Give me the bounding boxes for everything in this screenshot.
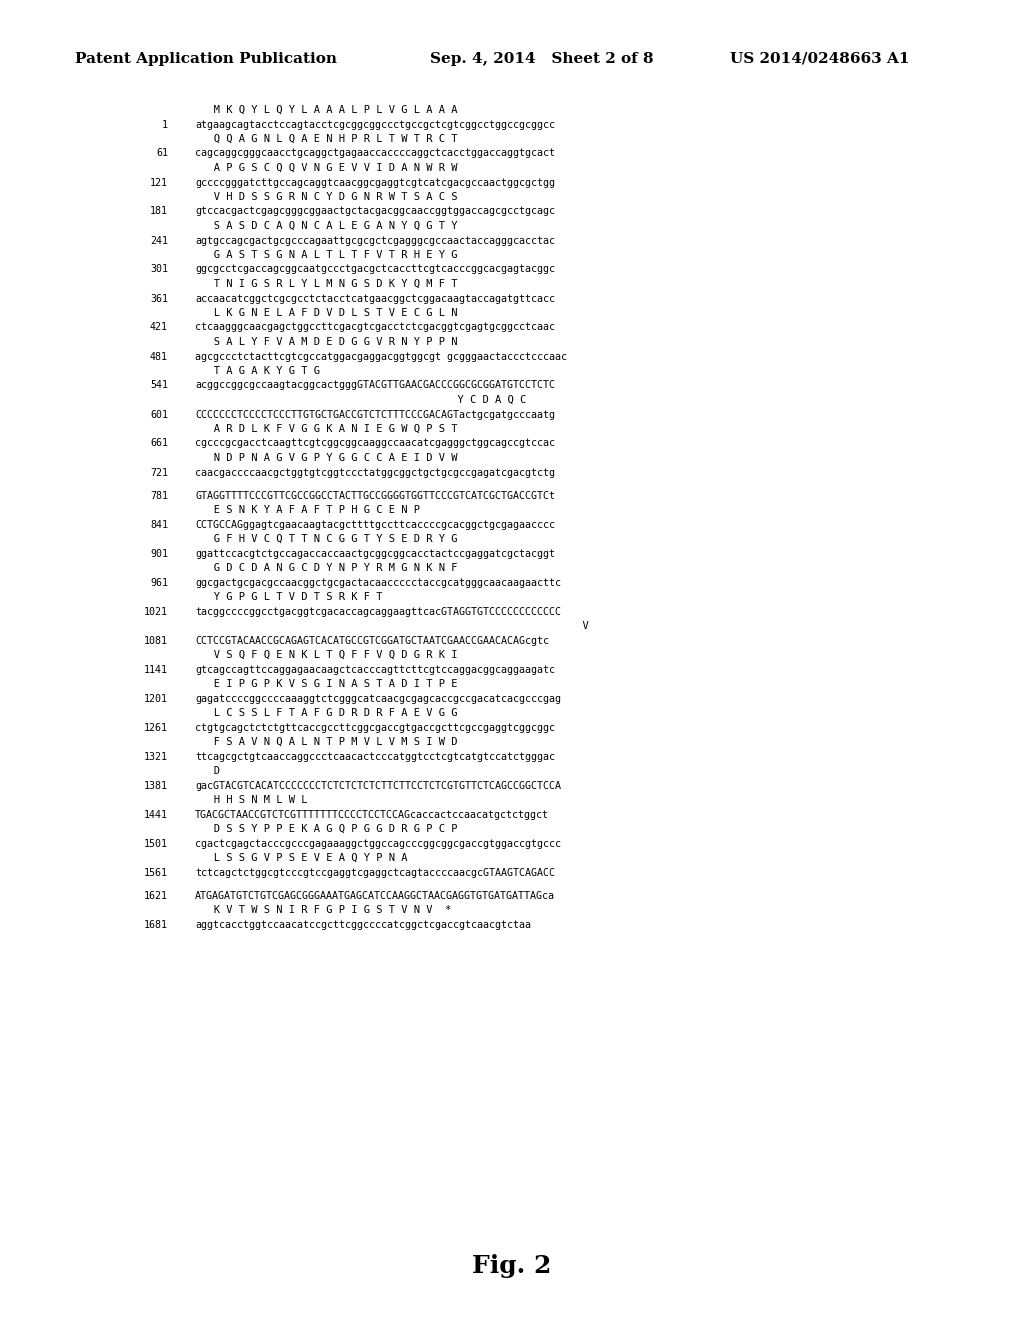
Text: gccccgggatcttgccagcaggtcaacggcgaggtcgtcatcgacgccaactggcgctgg: gccccgggatcttgccagcaggtcaacggcgaggtcgtca… [195, 177, 555, 187]
Text: gtccacgactcgagcgggcggaactgctacgacggcaaccggtggaccagcgcctgcagc: gtccacgactcgagcgggcggaactgctacgacggcaacc… [195, 206, 555, 216]
Text: S A L Y F V A M D E D G G V R N Y P P N: S A L Y F V A M D E D G G V R N Y P P N [195, 337, 458, 347]
Text: G D C D A N G C D Y N P Y R M G N K N F: G D C D A N G C D Y N P Y R M G N K N F [195, 564, 458, 573]
Text: K V T W S N I R F G P I G S T V N V  *: K V T W S N I R F G P I G S T V N V * [195, 906, 452, 915]
Text: tctcagctctggcgtcccgtccgaggtcgaggctcagtaccccaacgcGTAAGTCAGACC: tctcagctctggcgtcccgtccgaggtcgaggctcagtac… [195, 867, 555, 878]
Text: 1261: 1261 [144, 723, 168, 733]
Text: acggccggcgccaagtacggcactgggGTACGTTGAACGACCCGGCGCGGATGTCCTCTC: acggccggcgccaagtacggcactgggGTACGTTGAACGA… [195, 380, 555, 391]
Text: 1081: 1081 [144, 636, 168, 645]
Text: ttcagcgctgtcaaccaggccctcaacactcccatggtcctcgtcatgtccatctgggac: ttcagcgctgtcaaccaggccctcaacactcccatggtcc… [195, 751, 555, 762]
Text: cgactcgagctacccgcccgagaaaggctggccagcccggcggcgaccgtggaccgtgccc: cgactcgagctacccgcccgagaaaggctggccagcccgg… [195, 838, 561, 849]
Text: ctgtgcagctctctgttcaccgccttcggcgaccgtgaccgcttcgccgaggtcggcggc: ctgtgcagctctctgttcaccgccttcggcgaccgtgacc… [195, 723, 555, 733]
Text: V S Q F Q E N K L T Q F F V Q D G R K I: V S Q F Q E N K L T Q F F V Q D G R K I [195, 651, 458, 660]
Text: 1501: 1501 [144, 838, 168, 849]
Text: S A S D C A Q N C A L E G A N Y Q G T Y: S A S D C A Q N C A L E G A N Y Q G T Y [195, 220, 458, 231]
Text: Sep. 4, 2014   Sheet 2 of 8: Sep. 4, 2014 Sheet 2 of 8 [430, 51, 653, 66]
Text: aggtcacctggtccaacatccgcttcggccccatcggctcgaccgtcaacgtctaa: aggtcacctggtccaacatccgcttcggccccatcggctc… [195, 920, 531, 929]
Text: V: V [195, 622, 589, 631]
Text: 841: 841 [150, 520, 168, 529]
Text: gagatccccggccccaaaggtctcgggcatcaacgcgagcaccgccgacatcacgcccgag: gagatccccggccccaaaggtctcgggcatcaacgcgagc… [195, 694, 561, 704]
Text: 541: 541 [150, 380, 168, 391]
Text: 1021: 1021 [144, 607, 168, 616]
Text: ggattccacgtctgccagaccaccaactgcggcggcacctactccgaggatcgctacggt: ggattccacgtctgccagaccaccaactgcggcggcacct… [195, 549, 555, 558]
Text: US 2014/0248663 A1: US 2014/0248663 A1 [730, 51, 909, 66]
Text: 1141: 1141 [144, 665, 168, 675]
Text: 1441: 1441 [144, 809, 168, 820]
Text: 481: 481 [150, 351, 168, 362]
Text: L K G N E L A F D V D L S T V E C G L N: L K G N E L A F D V D L S T V E C G L N [195, 308, 458, 318]
Text: atgaagcagtacctccagtacctcgcggcggccctgccgctcgtcggcctggccgcggcc: atgaagcagtacctccagtacctcgcggcggccctgccgc… [195, 120, 555, 129]
Text: E S N K Y A F A F T P H G C E N P: E S N K Y A F A F T P H G C E N P [195, 506, 420, 515]
Text: agcgccctctacttcgtcgccatggacgaggacggtggcgt gcgggaactaccctcccaac: agcgccctctacttcgtcgccatggacgaggacggtggcg… [195, 351, 567, 362]
Text: E I P G P K V S G I N A S T A D I T P E: E I P G P K V S G I N A S T A D I T P E [195, 680, 458, 689]
Text: 301: 301 [150, 264, 168, 275]
Text: 661: 661 [150, 438, 168, 449]
Text: ggcgactgcgacgccaacggctgcgactacaaccccctaccgcatgggcaacaagaacttc: ggcgactgcgacgccaacggctgcgactacaaccccctac… [195, 578, 561, 587]
Text: D: D [195, 766, 220, 776]
Text: cgcccgcgacctcaagttcgtcggcggcaaggccaacatcgagggctggcagccgtccac: cgcccgcgacctcaagttcgtcggcggcaaggccaacatc… [195, 438, 555, 449]
Text: Y C D A Q C: Y C D A Q C [195, 395, 526, 405]
Text: G A S T S G N A L T L T F V T R H E Y G: G A S T S G N A L T L T F V T R H E Y G [195, 249, 458, 260]
Text: 901: 901 [150, 549, 168, 558]
Text: 601: 601 [150, 409, 168, 420]
Text: L S S G V P S E V E A Q Y P N A: L S S G V P S E V E A Q Y P N A [195, 853, 408, 863]
Text: CCTGCCAGggagtcgaacaagtacgcttttgccttcaccccgcacggctgcgagaacccc: CCTGCCAGggagtcgaacaagtacgcttttgccttcaccc… [195, 520, 555, 529]
Text: 121: 121 [150, 177, 168, 187]
Text: 1201: 1201 [144, 694, 168, 704]
Text: H H S N M L W L: H H S N M L W L [195, 795, 307, 805]
Text: 781: 781 [150, 491, 168, 500]
Text: 721: 721 [150, 467, 168, 478]
Text: N D P N A G V G P Y G G C C A E I D V W: N D P N A G V G P Y G G C C A E I D V W [195, 453, 458, 463]
Text: A P G S C Q Q V N G E V V I D A N W R W: A P G S C Q Q V N G E V V I D A N W R W [195, 162, 458, 173]
Text: 1561: 1561 [144, 867, 168, 878]
Text: caacgaccccaacgctggtgtcggtccctatggcggctgctgcgccgagatcgacgtctg: caacgaccccaacgctggtgtcggtccctatggcggctgc… [195, 467, 555, 478]
Text: 1681: 1681 [144, 920, 168, 929]
Text: agtgccagcgactgcgcccagaattgcgcgctcgagggcgccaactaccagggcacctac: agtgccagcgactgcgcccagaattgcgcgctcgagggcg… [195, 235, 555, 246]
Text: cagcaggcgggcaacctgcaggctgagaaccaccccaggctcacctggaccaggtgcact: cagcaggcgggcaacctgcaggctgagaaccaccccaggc… [195, 149, 555, 158]
Text: T N I G S R L Y L M N G S D K Y Q M F T: T N I G S R L Y L M N G S D K Y Q M F T [195, 279, 458, 289]
Text: 1: 1 [162, 120, 168, 129]
Text: 61: 61 [156, 149, 168, 158]
Text: 1381: 1381 [144, 780, 168, 791]
Text: T A G A K Y G T G: T A G A K Y G T G [195, 366, 319, 376]
Text: Q Q A G N L Q A E N H P R L T W T R C T: Q Q A G N L Q A E N H P R L T W T R C T [195, 135, 458, 144]
Text: CCCCCCCTCCCCTCCCTTGTGCTGACCGTCTCTTTCCCGACAGTactgcgatgcccaatg: CCCCCCCTCCCCTCCCTTGTGCTGACCGTCTCTTTCCCGA… [195, 409, 555, 420]
Text: ctcaagggcaacgagctggccttcgacgtcgacctctcgacggtcgagtgcggcctcaac: ctcaagggcaacgagctggccttcgacgtcgacctctcga… [195, 322, 555, 333]
Text: 241: 241 [150, 235, 168, 246]
Text: tacggccccggcctgacggtcgacaccagcaggaagttcacGTAGGTGTCCCCCCCCCCCC: tacggccccggcctgacggtcgacaccagcaggaagttca… [195, 607, 561, 616]
Text: 421: 421 [150, 322, 168, 333]
Text: D S S Y P P E K A G Q P G G D R G P C P: D S S Y P P E K A G Q P G G D R G P C P [195, 824, 458, 834]
Text: F S A V N Q A L N T P M V L V M S I W D: F S A V N Q A L N T P M V L V M S I W D [195, 737, 458, 747]
Text: 361: 361 [150, 293, 168, 304]
Text: 1321: 1321 [144, 751, 168, 762]
Text: TGACGCTAACCGTCTCGTTTTTTTCCCCTCCTCCAGcaccactccaacatgctctggct: TGACGCTAACCGTCTCGTTTTTTTCCCCTCCTCCAGcacc… [195, 809, 549, 820]
Text: Patent Application Publication: Patent Application Publication [75, 51, 337, 66]
Text: 181: 181 [150, 206, 168, 216]
Text: ATGAGATGTCTGTCGAGCGGGAAATGAGCATCCAAGGCTAACGAGGTGTGATGATTAGca: ATGAGATGTCTGTCGAGCGGGAAATGAGCATCCAAGGCTA… [195, 891, 555, 902]
Text: gacGTACGTCACATCCCCCCCTCTCTCTCTCTTCTTCCTCTCGTGTTCTCAGCCGGCTCCA: gacGTACGTCACATCCCCCCCTCTCTCTCTCTTCTTCCTC… [195, 780, 561, 791]
Text: L C S S L F T A F G D R D R F A E V G G: L C S S L F T A F G D R D R F A E V G G [195, 709, 458, 718]
Text: 1621: 1621 [144, 891, 168, 902]
Text: Y G P G L T V D T S R K F T: Y G P G L T V D T S R K F T [195, 593, 383, 602]
Text: G F H V C Q T T N C G G T Y S E D R Y G: G F H V C Q T T N C G G T Y S E D R Y G [195, 535, 458, 544]
Text: 961: 961 [150, 578, 168, 587]
Text: M K Q Y L Q Y L A A A L P L V G L A A A: M K Q Y L Q Y L A A A L P L V G L A A A [195, 106, 458, 115]
Text: Fig. 2: Fig. 2 [472, 1254, 552, 1278]
Text: GTAGGTTTTCCCGTTCGCCGGCCTACTTGCCGGGGTGGTTCCCGTCATCGCTGACCGTCt: GTAGGTTTTCCCGTTCGCCGGCCTACTTGCCGGGGTGGTT… [195, 491, 555, 500]
Text: CCTCCGTACAACCGCAGAGTCACATGCCGTCGGATGCTAATCGAACCGAACACAGcgtc: CCTCCGTACAACCGCAGAGTCACATGCCGTCGGATGCTAA… [195, 636, 549, 645]
Text: accaacatcggctcgcgcctctacctcatgaacggctcggacaagtaccagatgttcacc: accaacatcggctcgcgcctctacctcatgaacggctcgg… [195, 293, 555, 304]
Text: V H D S S G R N C Y D G N R W T S A C S: V H D S S G R N C Y D G N R W T S A C S [195, 191, 458, 202]
Text: gtcagccagttccaggagaacaagctcacccagttcttcgtccaggacggcaggaagatc: gtcagccagttccaggagaacaagctcacccagttcttcg… [195, 665, 555, 675]
Text: ggcgcctcgaccagcggcaatgccctgacgctcaccttcgtcacccggcacgagtacggc: ggcgcctcgaccagcggcaatgccctgacgctcaccttcg… [195, 264, 555, 275]
Text: A R D L K F V G G K A N I E G W Q P S T: A R D L K F V G G K A N I E G W Q P S T [195, 424, 458, 434]
